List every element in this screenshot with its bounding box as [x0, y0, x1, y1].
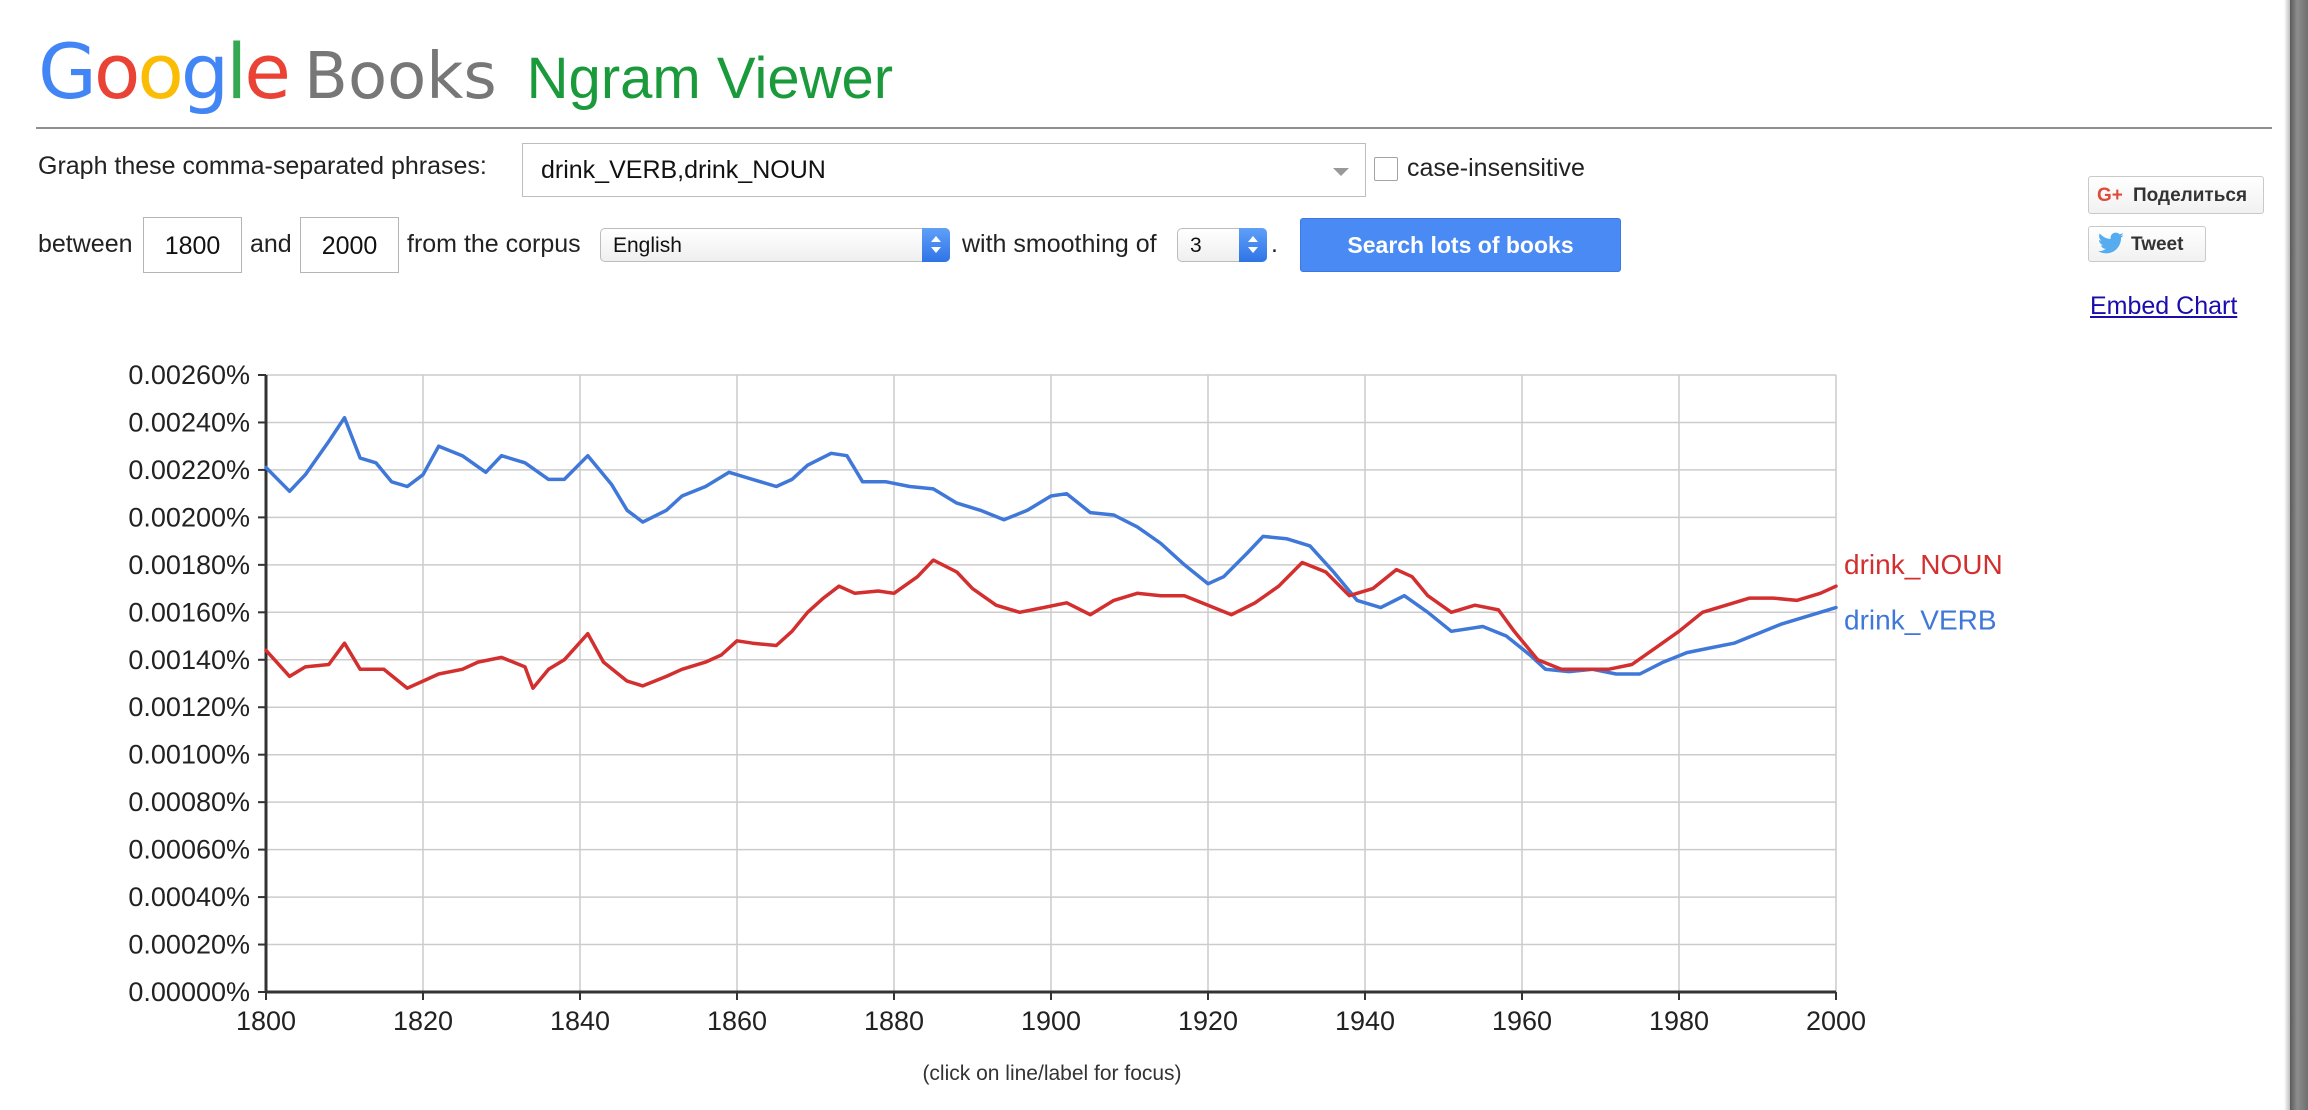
y-tick-label: 0.00140% — [128, 645, 250, 675]
select-arrows-icon[interactable] — [1239, 228, 1267, 262]
adjacent-window-sliver — [2290, 0, 2308, 1110]
page-title: Ngram Viewer — [526, 46, 894, 111]
logo-letter: l — [226, 27, 247, 116]
chart-footnote: (click on line/label for focus) — [922, 1062, 1182, 1085]
end-year-value: 2000 — [321, 232, 378, 260]
y-tick-label: 0.00040% — [128, 882, 250, 912]
y-tick-label: 0.00060% — [128, 835, 250, 865]
x-tick-label: 1820 — [393, 1006, 453, 1036]
x-axis-ticks: 1800 1820 1840 1860 1880 1900 1920 1940 1960 1980… — [236, 1006, 1866, 1036]
corpus-select[interactable]: English — [600, 228, 950, 262]
tweet-button-label: Tweet — [2131, 234, 2184, 255]
tweet-button[interactable]: Tweet — [2088, 226, 2206, 262]
series-label-drink-verb[interactable]: drink_VERB — [1844, 605, 1997, 636]
phrases-input-value: drink_VERB,drink_NOUN — [541, 156, 826, 184]
chart-series[interactable] — [264, 415, 1838, 690]
google-books-logo[interactable]: Google Books Ngram Viewer — [38, 22, 893, 122]
smoothing-period: . — [1271, 230, 1278, 258]
google-logo-text: Google — [38, 22, 291, 122]
x-tick-label: 1840 — [550, 1006, 610, 1036]
start-year-input[interactable]: 1800 — [143, 217, 242, 273]
phrases-input[interactable]: drink_VERB,drink_NOUN — [522, 143, 1366, 197]
case-insensitive-checkbox[interactable] — [1374, 157, 1398, 181]
x-tick-label: 1940 — [1335, 1006, 1395, 1036]
x-tick-label: 1960 — [1492, 1006, 1552, 1036]
chart-axes — [258, 374, 1837, 1000]
chart-grid — [266, 374, 1837, 992]
y-tick-label: 0.00080% — [128, 787, 250, 817]
start-year-value: 1800 — [164, 232, 221, 260]
header-divider — [36, 127, 2272, 129]
y-tick-label: 0.00200% — [128, 502, 250, 532]
end-year-input[interactable]: 2000 — [300, 217, 399, 273]
corpus-label: from the corpus — [407, 230, 581, 258]
y-tick-label: 0.00260% — [128, 360, 250, 390]
y-tick-label: 0.00120% — [128, 692, 250, 722]
dropdown-caret-icon[interactable] — [1333, 168, 1349, 176]
x-tick-label: 1980 — [1649, 1006, 1709, 1036]
embed-chart-link[interactable]: Embed Chart — [2090, 292, 2238, 320]
google-plus-icon: G+ — [2097, 185, 2123, 206]
x-tick-label: 2000 — [1806, 1006, 1866, 1036]
search-button[interactable]: Search lots of books — [1300, 218, 1621, 272]
y-tick-label: 0.00220% — [128, 455, 250, 485]
between-label: between — [38, 230, 133, 258]
logo-letter: e — [244, 27, 291, 116]
logo-letter: G — [38, 27, 97, 116]
select-arrows-icon[interactable] — [922, 228, 950, 262]
x-tick-label: 1920 — [1178, 1006, 1238, 1036]
y-tick-label: 0.00240% — [128, 407, 250, 437]
x-tick-label: 1800 — [236, 1006, 296, 1036]
smoothing-label: with smoothing of — [962, 230, 1157, 258]
y-tick-label: 0.00000% — [128, 977, 250, 1007]
twitter-bird-icon — [2098, 232, 2124, 254]
share-button-label: Поделиться — [2133, 185, 2248, 206]
case-insensitive-label[interactable]: case-insensitive — [1407, 154, 1585, 182]
and-label: and — [250, 230, 292, 258]
y-tick-label: 0.00020% — [128, 930, 250, 960]
x-tick-label: 1900 — [1021, 1006, 1081, 1036]
share-button[interactable]: G+ Поделиться — [2088, 176, 2264, 214]
series-labels[interactable]: drink_VERB drink_NOUN — [1844, 549, 2003, 635]
logo-letter: g — [180, 27, 229, 116]
x-tick-label: 1860 — [707, 1006, 767, 1036]
y-axis-ticks: 0.00000% 0.00020% 0.00040% 0.00060% 0.00080%… — [128, 360, 250, 1007]
smoothing-select[interactable]: 3 — [1177, 228, 1267, 262]
corpus-select-value: English — [613, 234, 682, 257]
window-edge-shadow — [2284, 0, 2290, 1110]
logo-letter: o — [93, 27, 140, 116]
y-tick-label: 0.00100% — [128, 740, 250, 770]
y-tick-label: 0.00160% — [128, 597, 250, 627]
search-button-label: Search lots of books — [1347, 232, 1574, 258]
x-tick-label: 1880 — [864, 1006, 924, 1036]
phrases-label: Graph these comma-separated phrases: — [38, 152, 487, 180]
logo-letter: o — [137, 27, 183, 116]
series-line-drink-noun[interactable] — [264, 558, 1838, 690]
series-label-drink-noun[interactable]: drink_NOUN — [1844, 549, 2003, 580]
smoothing-select-value: 3 — [1190, 234, 1202, 257]
books-logo-text: Books — [304, 40, 497, 114]
y-tick-label: 0.00180% — [128, 550, 250, 580]
